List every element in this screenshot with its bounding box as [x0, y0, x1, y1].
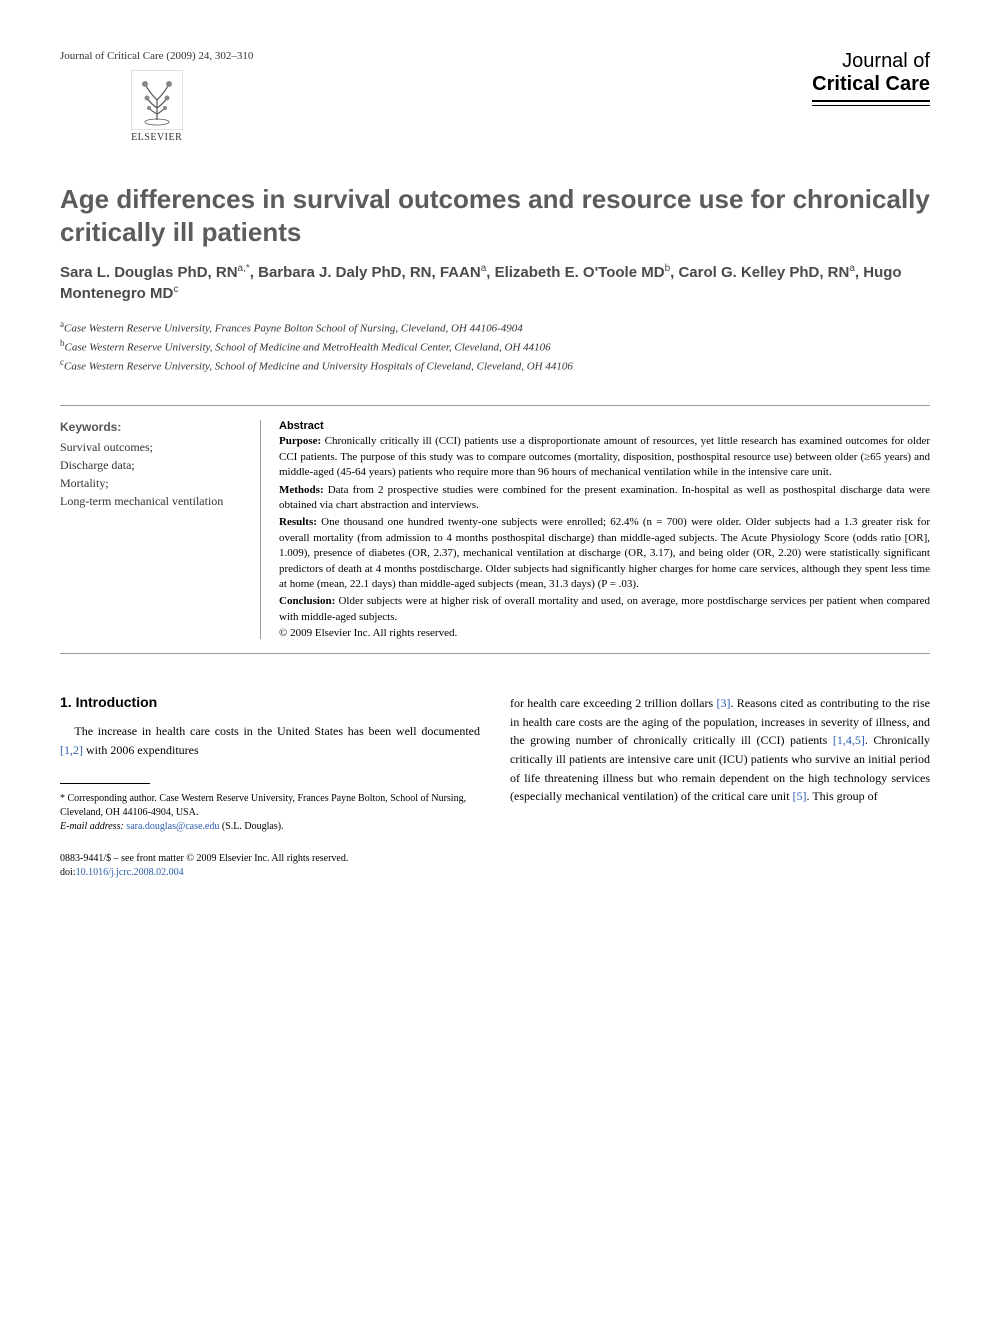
- email-link[interactable]: sara.douglas@case.edu: [126, 821, 219, 832]
- methods-label: Methods:: [279, 484, 324, 496]
- doi-line: doi:10.1016/j.jcrc.2008.02.004: [60, 866, 480, 880]
- publisher-name: ELSEVIER: [131, 132, 182, 143]
- doi-label: doi:: [60, 867, 76, 878]
- journal-name-line2: Critical Care: [812, 73, 930, 96]
- results-text: One thousand one hundred twenty-one subj…: [279, 516, 930, 590]
- corresponding-author-footnote: * Corresponding author. Case Western Res…: [60, 792, 480, 820]
- intro-para-left: The increase in health care costs in the…: [60, 722, 480, 759]
- abstract-heading: Abstract: [279, 420, 930, 432]
- issn-line: 0883-9441/$ – see front matter © 2009 El…: [60, 852, 480, 866]
- ref-link[interactable]: [1,2]: [60, 743, 83, 757]
- email-author: (S.L. Douglas).: [222, 821, 284, 832]
- abstract-results: Results: One thousand one hundred twenty…: [279, 515, 930, 592]
- methods-text: Data from 2 prospective studies were com…: [279, 484, 930, 511]
- journal-name-line1: Journal of: [812, 50, 930, 73]
- abstract-conclusion: Conclusion: Older subjects were at highe…: [279, 594, 930, 625]
- intro-text-2: with 2006 expenditures: [83, 743, 199, 757]
- journal-badge: Journal of Critical Care: [812, 50, 930, 106]
- article-title: Age differences in survival outcomes and…: [60, 183, 930, 248]
- affiliations: aCase Western Reserve University, France…: [60, 318, 930, 375]
- footnote-rule: [60, 783, 150, 784]
- ref-link[interactable]: [1,4,5]: [833, 733, 865, 747]
- email-label: E-mail address:: [60, 821, 124, 832]
- purpose-label: Purpose:: [279, 435, 321, 447]
- doi-link[interactable]: 10.1016/j.jcrc.2008.02.004: [76, 867, 184, 878]
- journal-underline: [812, 100, 930, 106]
- ref-link[interactable]: [5]: [793, 789, 807, 803]
- email-footnote: E-mail address: sara.douglas@case.edu (S…: [60, 820, 480, 834]
- abstract-copyright: © 2009 Elsevier Inc. All rights reserved…: [279, 627, 930, 639]
- conclusion-label: Conclusion:: [279, 595, 335, 607]
- keywords-heading: Keywords:: [60, 420, 230, 434]
- abstract-purpose: Purpose: Chronically critically ill (CCI…: [279, 434, 930, 480]
- header-left: Journal of Critical Care (2009) 24, 302–…: [60, 50, 253, 143]
- intro-text-1: The increase in health care costs in the…: [74, 724, 480, 738]
- publisher-logo: ELSEVIER: [60, 70, 253, 143]
- abstract-column: Abstract Purpose: Chronically critically…: [260, 420, 930, 639]
- keywords-list: Survival outcomes;Discharge data;Mortali…: [60, 438, 230, 510]
- body-column-right: for health care exceeding 2 trillion dol…: [510, 694, 930, 880]
- ref-link[interactable]: [3]: [716, 696, 730, 710]
- intro-text-3: for health care exceeding 2 trillion dol…: [510, 696, 716, 710]
- purpose-text: Chronically critically ill (CCI) patient…: [279, 435, 930, 478]
- elsevier-tree-icon: [131, 70, 183, 130]
- section-heading: 1. Introduction: [60, 694, 480, 710]
- intro-text-6: . This group of: [807, 789, 878, 803]
- journal-reference: Journal of Critical Care (2009) 24, 302–…: [60, 50, 253, 62]
- abstract-block: Keywords: Survival outcomes;Discharge da…: [60, 405, 930, 654]
- body-column-left: 1. Introduction The increase in health c…: [60, 694, 480, 880]
- body-columns: 1. Introduction The increase in health c…: [60, 694, 930, 880]
- page-header: Journal of Critical Care (2009) 24, 302–…: [60, 50, 930, 143]
- keywords-column: Keywords: Survival outcomes;Discharge da…: [60, 420, 230, 639]
- authors-list: Sara L. Douglas PhD, RNa,*, Barbara J. D…: [60, 262, 930, 304]
- abstract-methods: Methods: Data from 2 prospective studies…: [279, 483, 930, 514]
- intro-para-right: for health care exceeding 2 trillion dol…: [510, 694, 930, 806]
- results-label: Results:: [279, 516, 317, 528]
- bottom-meta: 0883-9441/$ – see front matter © 2009 El…: [60, 852, 480, 880]
- conclusion-text: Older subjects were at higher risk of ov…: [279, 595, 930, 622]
